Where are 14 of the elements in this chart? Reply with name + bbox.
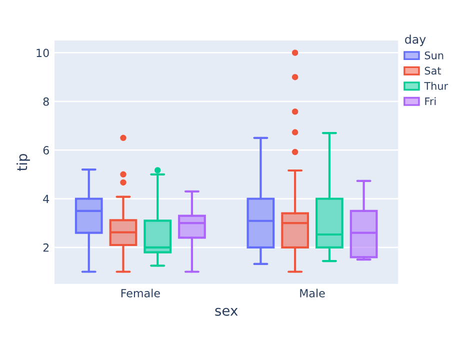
x-tick-label: Female <box>121 288 160 298</box>
legend-label: Sun <box>424 51 444 60</box>
y-tick-label: 8 <box>43 97 49 106</box>
legend-title: day <box>405 34 426 46</box>
y-tick-label: 2 <box>43 243 49 252</box>
x-tick-label: Male <box>300 288 325 298</box>
x-axis-title: sex <box>215 308 238 316</box>
legend-label: Fri <box>425 97 436 106</box>
legend-label: Thur <box>424 82 448 90</box>
y-tick-label: 10 <box>36 48 49 58</box>
legend-label: Sat <box>424 66 442 75</box>
y-tick-label: 6 <box>43 146 49 154</box>
y-tick-label: 4 <box>43 194 50 203</box>
y-axis-title: tip <box>16 154 30 171</box>
